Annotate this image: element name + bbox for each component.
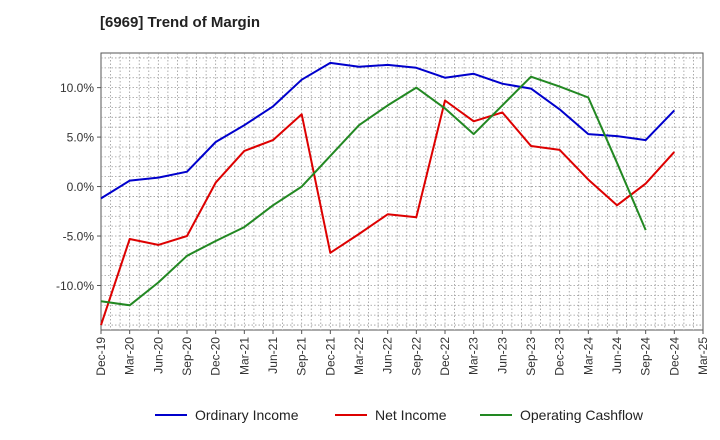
legend-label-operating-cashflow: Operating Cashflow xyxy=(520,407,644,423)
y-tick-label: 0.0% xyxy=(67,180,95,194)
x-tick-label: Dec-23 xyxy=(553,337,567,376)
x-tick-label: Mar-25 xyxy=(696,337,710,375)
plot-area xyxy=(100,52,704,331)
x-tick-label: Sep-21 xyxy=(295,337,309,376)
y-tick-label: 10.0% xyxy=(60,81,94,95)
x-tick-label: Mar-21 xyxy=(237,337,251,375)
x-tick-label: Sep-20 xyxy=(180,337,194,376)
x-tick-label: Jun-22 xyxy=(381,337,395,374)
legend-label-ordinary-income: Ordinary Income xyxy=(195,407,299,423)
y-tick-label: -10.0% xyxy=(56,279,94,293)
series-line-operating-cashflow xyxy=(100,75,647,307)
x-tick-label: Dec-19 xyxy=(94,337,108,376)
x-tick-label: Jun-20 xyxy=(151,337,165,374)
x-tick-label: Dec-21 xyxy=(323,337,337,376)
x-tick-label: Mar-23 xyxy=(467,337,481,375)
series-line-net-income xyxy=(100,99,676,326)
x-tick-label: Jun-23 xyxy=(495,337,509,374)
x-tick-label: Dec-22 xyxy=(438,337,452,376)
chart-title: [6969] Trend of Margin xyxy=(100,14,261,31)
x-tick-label: Dec-24 xyxy=(667,337,681,376)
x-tick-label: Sep-24 xyxy=(639,337,653,376)
x-tick-label: Dec-20 xyxy=(209,337,223,376)
x-tick-label: Sep-23 xyxy=(524,337,538,376)
x-tick-label: Mar-20 xyxy=(123,337,137,375)
x-tick-label: Mar-24 xyxy=(581,337,595,375)
y-tick-label: 5.0% xyxy=(67,131,95,145)
legend-label-net-income: Net Income xyxy=(375,407,447,423)
x-tick-label: Jun-21 xyxy=(266,337,280,374)
x-tick-label: Mar-22 xyxy=(352,337,366,375)
series-line-ordinary-income xyxy=(100,61,676,200)
y-tick-label: -5.0% xyxy=(63,230,95,244)
x-tick-label: Sep-22 xyxy=(409,337,423,376)
x-tick-label: Jun-24 xyxy=(610,337,624,374)
